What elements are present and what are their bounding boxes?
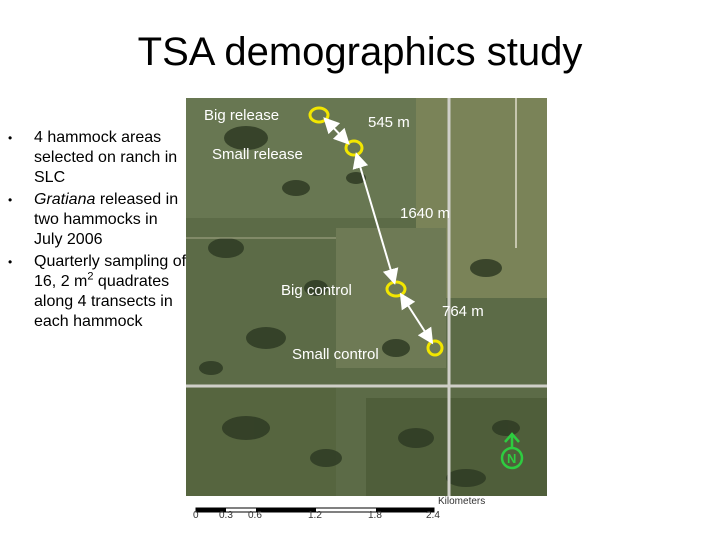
scale-tick: 0.3 [219, 510, 233, 518]
bullet-item: • Quarterly sampling of 16, 2 m2 quadrat… [8, 252, 188, 332]
big-release-marker [308, 106, 330, 124]
small-release-label: Small release [212, 146, 303, 163]
small-control-label: Small control [292, 346, 379, 363]
scale-tick: 1.8 [368, 510, 382, 518]
roads [186, 98, 547, 496]
scale-bar [195, 507, 435, 513]
bullet-text: 4 hammock areas selected on ranch in SLC [34, 129, 178, 186]
small-control-marker [426, 339, 444, 357]
slide-title: TSA demographics study [137, 30, 583, 74]
scale-title: Kilometers [438, 496, 485, 507]
bullet-item: • 4 hammock areas selected on ranch in S… [8, 128, 188, 188]
bullet-dot: • [8, 193, 13, 207]
bullet-list: • 4 hammock areas selected on ranch in S… [8, 128, 188, 334]
north-label: N [507, 451, 516, 466]
scale-tick: 2.4 [426, 510, 440, 518]
species-name: Gratiana [34, 191, 96, 208]
distance-1640: 1640 m [400, 205, 450, 222]
scale-tick: 0.6 [248, 510, 262, 518]
scale-tick: 1.2 [308, 510, 322, 518]
bullet-text-cont: quadrates along 4 transects in each hamm… [34, 273, 173, 330]
bullet-text: released in two hammocks in July 2006 [34, 191, 179, 248]
bullet-text: Quarterly sampling of 16, 2 m [34, 253, 187, 290]
bullet-item: • Gratiana released in two hammocks in J… [8, 190, 188, 250]
distance-764: 764 m [442, 303, 484, 320]
north-arrow-icon [500, 432, 524, 470]
bullet-dot: • [8, 131, 13, 145]
big-release-label: Big release [204, 107, 279, 124]
bullet-dot: • [8, 255, 13, 269]
big-control-label: Big control [281, 282, 352, 299]
scale-tick: 0 [193, 510, 199, 518]
distance-arrows [323, 117, 434, 345]
superscript: 2 [87, 270, 94, 283]
aerial-map: Big release Small release Big control Sm… [186, 98, 547, 518]
distance-545: 545 m [368, 114, 410, 131]
